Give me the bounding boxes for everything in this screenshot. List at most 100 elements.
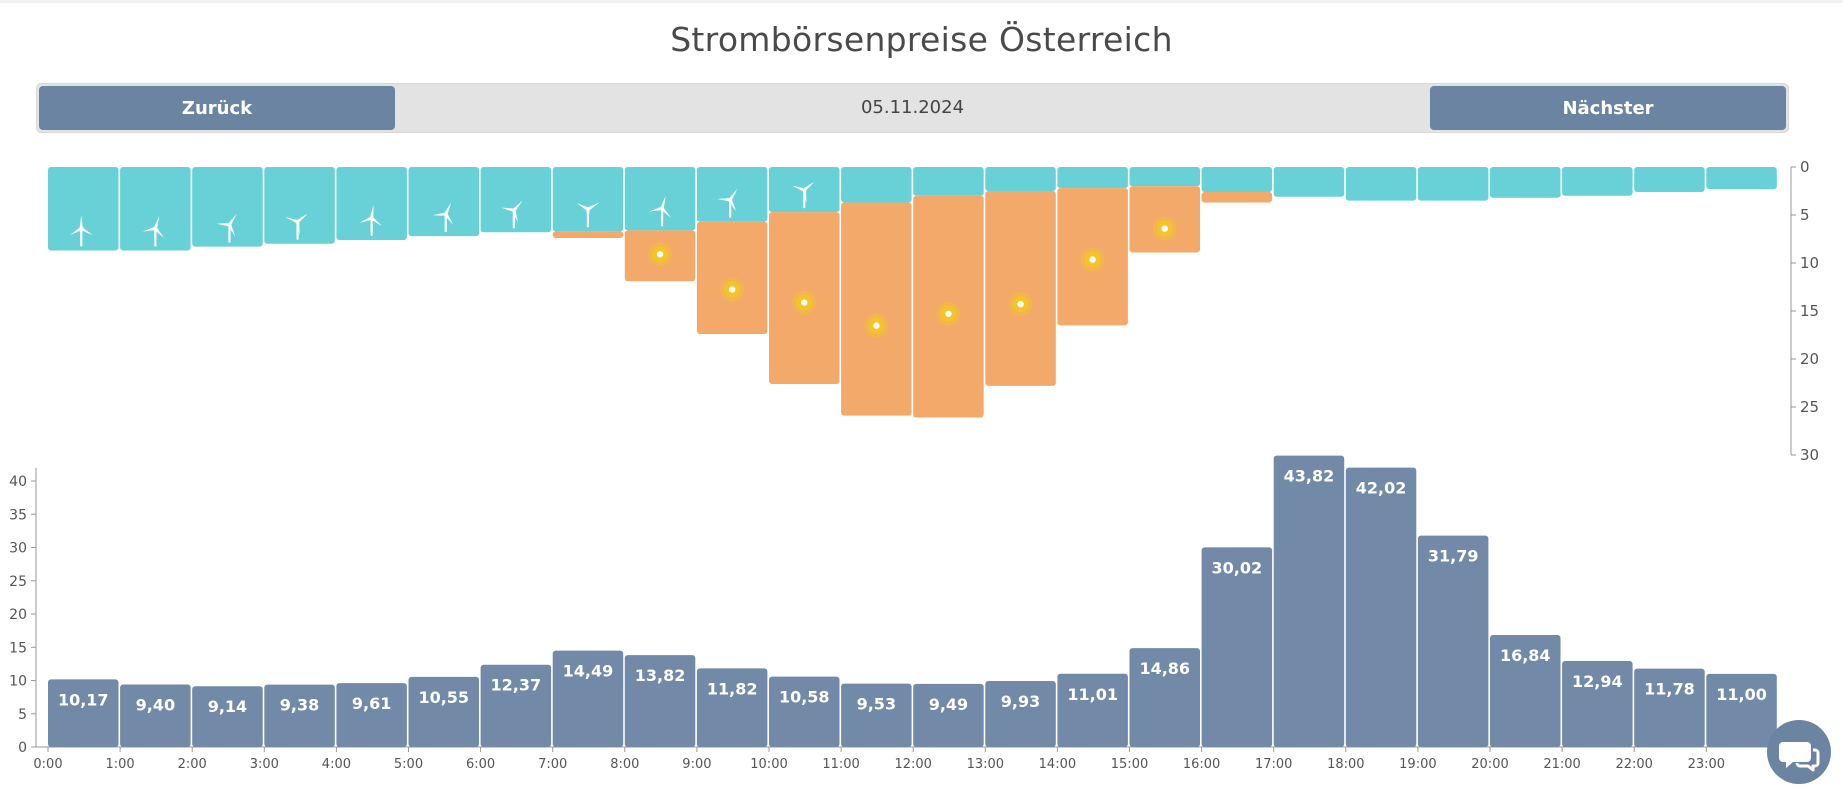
generation-y-tick-label: 10 — [1800, 254, 1819, 272]
generation-y-tick-label: 20 — [1800, 350, 1819, 368]
sun-icon — [792, 290, 817, 315]
price-bar-200 — [192, 686, 263, 747]
next-day-button[interactable]: Nächster — [1430, 86, 1786, 130]
wind-bar-800 — [624, 167, 696, 231]
wind-bar-2000 — [1490, 167, 1561, 198]
price-value-label: 31,79 — [1428, 547, 1479, 566]
wind-bar-200 — [192, 167, 263, 247]
price-chart: 0 5 10 15 20 25 30 35 40 10,17 9,40 9,14 9,38 9,61 10,… — [9, 455, 1779, 772]
wind-bar-2100 — [1562, 167, 1633, 196]
wind-bar-1600 — [1201, 167, 1273, 192]
solar-bar-700 — [552, 231, 624, 239]
price-bar-1000 — [769, 676, 840, 747]
wind-turbine-icon — [432, 202, 454, 233]
price-bar-1200 — [913, 683, 984, 747]
wind-bar-400 — [336, 167, 407, 240]
wind-turbine-icon — [359, 205, 382, 237]
price-bar-700 — [552, 650, 624, 747]
price-value-label: 9,53 — [857, 695, 896, 714]
price-value-label: 14,49 — [563, 662, 614, 681]
wind-turbine-icon — [501, 200, 523, 229]
price-y-tick-label: 15 — [9, 640, 27, 656]
x-tick-label: 9:00 — [682, 757, 711, 772]
x-tick-label: 17:00 — [1255, 757, 1292, 772]
chat-icon — [1779, 742, 1820, 772]
price-bar-900 — [696, 668, 768, 747]
wind-bar-900 — [696, 167, 768, 222]
page-title: Strombörsenpreise Österreich — [670, 20, 1173, 59]
price-y-tick-label: 10 — [9, 674, 27, 690]
price-bar-1500 — [1129, 648, 1200, 747]
price-bar-000 — [48, 679, 119, 747]
date-navigation: 05.11.2024 Zurück Nächster — [36, 83, 1789, 133]
chat-button[interactable] — [1767, 720, 1831, 784]
wind-bar-1700 — [1273, 167, 1345, 197]
price-value-label: 10,55 — [418, 688, 469, 707]
price-y-tick-label: 0 — [18, 740, 27, 756]
previous-day-button[interactable]: Zurück — [39, 86, 395, 130]
price-bar-1400 — [1057, 673, 1128, 747]
price-value-label: 9,61 — [352, 694, 391, 713]
sun-icon — [1080, 247, 1105, 272]
price-value-label: 16,84 — [1500, 646, 1551, 665]
price-value-label: 9,14 — [208, 697, 247, 716]
x-tick-label: 19:00 — [1399, 757, 1436, 772]
x-tick-label: 20:00 — [1471, 757, 1508, 772]
price-bar-600 — [480, 664, 552, 747]
sun-icon — [648, 242, 673, 267]
price-bar-1100 — [841, 683, 912, 747]
price-value-label: 9,49 — [929, 695, 968, 714]
price-bar-1300 — [985, 680, 1056, 747]
x-tick-label: 18:00 — [1327, 757, 1364, 772]
generation-y-tick-label: 30 — [1800, 446, 1819, 464]
price-bar-1800 — [1345, 467, 1417, 747]
wind-bar-1500 — [1129, 167, 1200, 187]
sun-icon — [936, 301, 961, 326]
x-tick-label: 4:00 — [322, 757, 351, 772]
generation-y-tick-label: 25 — [1800, 398, 1819, 416]
wind-bar-100 — [120, 167, 191, 251]
wind-bar-1900 — [1417, 167, 1489, 201]
price-y-tick-label: 20 — [9, 607, 27, 623]
generation-y-tick-label: 15 — [1800, 302, 1819, 320]
price-bar-1600 — [1201, 547, 1273, 747]
sun-icon — [720, 277, 745, 302]
price-value-label: 10,58 — [779, 688, 830, 707]
price-y-tick-label: 40 — [9, 474, 27, 490]
price-value-label: 14,86 — [1139, 659, 1190, 678]
price-value-label: 11,82 — [707, 679, 758, 698]
wind-bar-300 — [264, 167, 335, 244]
x-tick-label: 8:00 — [610, 757, 639, 772]
wind-turbine-icon — [717, 188, 738, 218]
price-bar-300 — [264, 684, 335, 747]
price-y-tick-label: 25 — [9, 574, 27, 590]
x-tick-label: 15:00 — [1111, 757, 1148, 772]
price-value-label: 9,38 — [280, 696, 319, 715]
solar-bar-1300 — [985, 191, 1056, 386]
wind-bar-2200 — [1634, 167, 1705, 192]
price-value-label: 11,00 — [1716, 685, 1767, 704]
wind-turbine-icon — [69, 215, 93, 247]
wind-turbine-icon — [216, 213, 237, 243]
x-tick-label: 12:00 — [894, 757, 931, 772]
price-value-label: 12,37 — [491, 676, 542, 695]
price-bar-400 — [336, 683, 407, 747]
generation-y-tick-label: 5 — [1800, 206, 1810, 224]
x-tick-label: 6:00 — [466, 757, 495, 772]
price-bar-100 — [120, 684, 191, 747]
wind-turbine-icon — [576, 202, 600, 228]
price-and-generation-chart: 0 5 10 15 20 25 30 0 5 10 15 20 25 30 35 40 10,17 9,40 9,1… — [9, 158, 1819, 772]
wind-turbine-icon — [792, 181, 815, 209]
wind-bar-2300 — [1706, 167, 1777, 190]
price-bar-2300 — [1706, 673, 1777, 747]
x-tick-label: 5:00 — [394, 757, 423, 772]
sun-icon — [1008, 292, 1033, 317]
price-bar-500 — [408, 676, 479, 747]
x-tick-label: 3:00 — [250, 757, 279, 772]
price-bar-2000 — [1490, 635, 1561, 747]
price-bar-2100 — [1562, 660, 1633, 747]
x-tick-label: 2:00 — [178, 757, 207, 772]
x-tick-label: 11:00 — [822, 757, 859, 772]
price-value-label: 13,82 — [635, 666, 686, 685]
price-value-label: 11,78 — [1644, 680, 1695, 699]
